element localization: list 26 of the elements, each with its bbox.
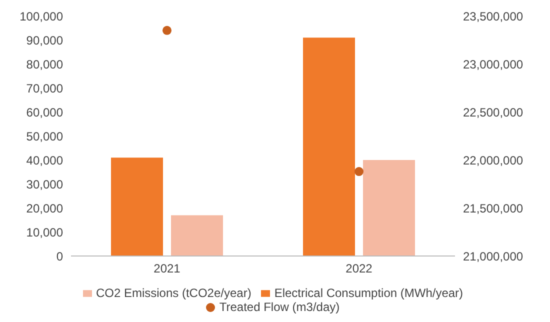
y-tick-label: 10,000 [26,225,64,240]
y2-tick-label: 22,500,000 [463,105,524,120]
y-tick-label: 0 [56,249,64,264]
y2-tick-label: 21,500,000 [463,201,524,216]
y-tick-label: 60,000 [26,105,64,120]
x-tick-label: 2022 [346,262,373,276]
bar [111,158,163,256]
y-tick-label: 70,000 [26,81,64,96]
legend-label: Treated Flow (m3/day) [219,300,340,314]
legend-label: Electrical Consumption (MWh/year) [274,286,464,300]
y-tick-label: 80,000 [26,57,64,72]
bar [363,160,415,256]
y-tick-label: 100,000 [20,9,64,24]
x-tick-label: 2021 [154,262,181,276]
y2-tick-label: 23,500,000 [463,9,524,24]
y-tick-label: 40,000 [26,153,64,168]
bar [303,38,355,256]
y-tick-label: 90,000 [26,33,64,48]
y-tick-label: 20,000 [26,201,64,216]
y2-tick-label: 21,000,000 [463,249,524,264]
y-tick-label: 30,000 [26,177,64,192]
legend-label: CO2 Emissions (tCO2e/year) [96,286,252,300]
y2-tick-label: 23,000,000 [463,57,524,72]
bar [171,215,223,256]
y2-tick-label: 22,000,000 [463,153,524,168]
y-tick-label: 50,000 [26,129,64,144]
